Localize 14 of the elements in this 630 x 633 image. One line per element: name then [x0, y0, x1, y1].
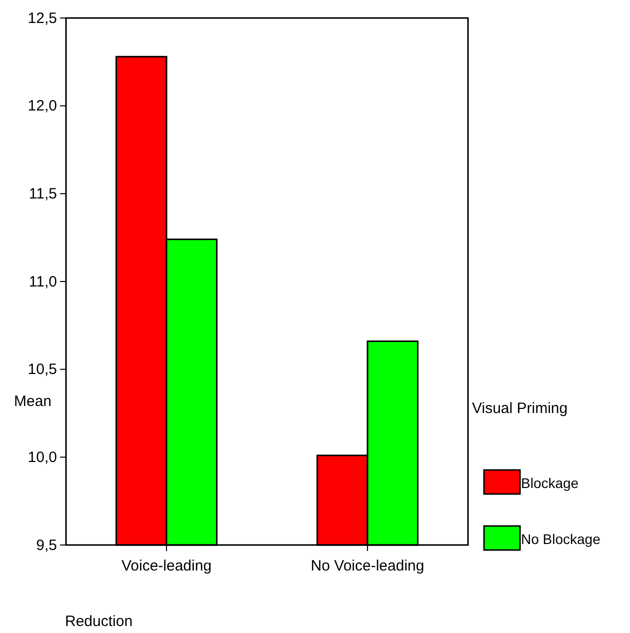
y-tick-label: 10,5: [28, 361, 57, 378]
y-tick-label: 12,0: [28, 98, 57, 115]
y-tick-label: 11,0: [28, 273, 57, 290]
legend-label: No Blockage: [521, 531, 601, 547]
y-tick-label: 9,5: [36, 536, 57, 554]
y-axis-title: Mean: [14, 393, 52, 410]
x-tick-label: No Voice-leading: [310, 558, 424, 574]
y-tick-label: 10,0: [28, 448, 57, 466]
legend-title: Visual Priming: [472, 400, 568, 417]
y-tick-label: 12,5: [28, 10, 57, 27]
legend-label: Blockage: [521, 475, 579, 491]
x-axis-title: Reduction: [65, 613, 133, 630]
y-tick-label: 11,5: [28, 185, 57, 202]
x-tick-label: Voice-leading: [121, 558, 212, 574]
